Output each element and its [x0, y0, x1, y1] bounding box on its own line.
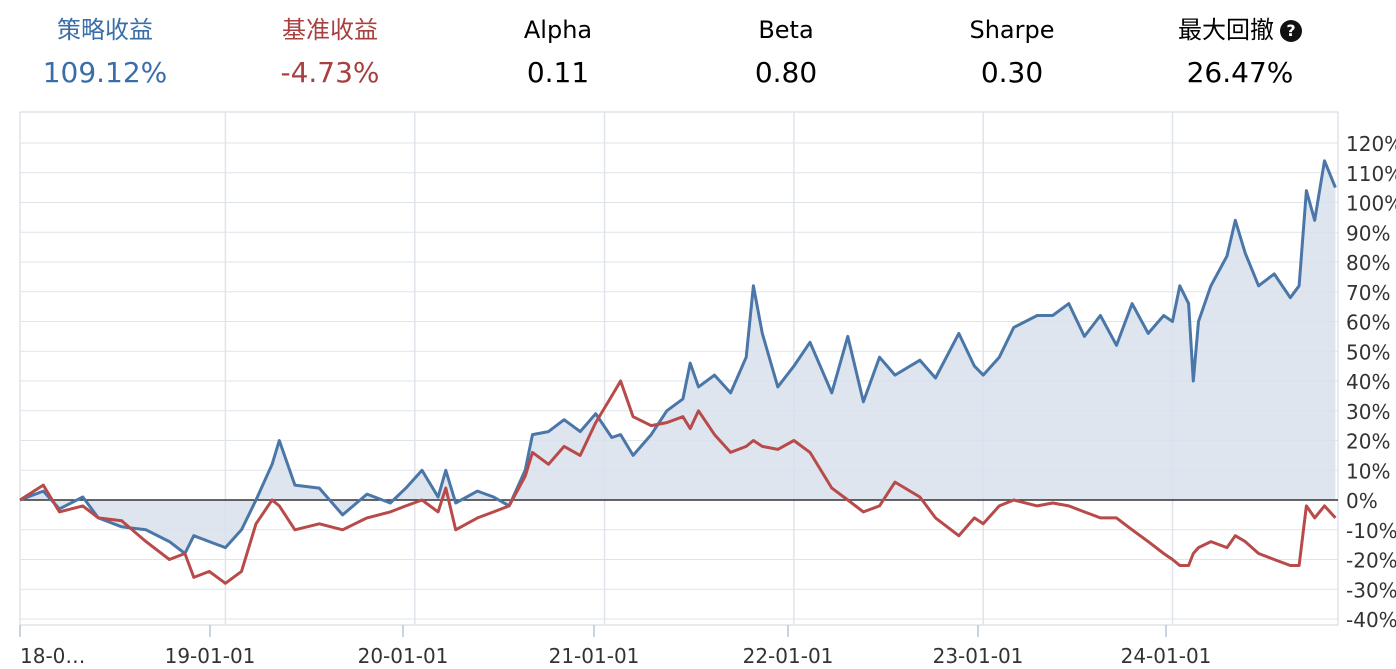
x-tick-label: 19-01-01	[165, 644, 256, 668]
x-tick-label: 23-01-01	[933, 644, 1024, 668]
x-tick-label: 20-01-01	[358, 644, 449, 668]
y-tick-label: -10%	[1346, 519, 1396, 543]
y-tick-label: 70%	[1346, 281, 1390, 305]
max-drawdown-value: 26.47%	[1186, 56, 1294, 89]
y-tick-label: 80%	[1346, 251, 1390, 275]
strategy-return-stat: 策略收益 109.12%	[5, 10, 205, 96]
y-tick-label: 60%	[1346, 311, 1390, 335]
sharpe-label: Sharpe	[969, 16, 1055, 44]
y-tick-label: 90%	[1346, 221, 1390, 245]
sharpe-stat: Sharpe 0.30	[912, 10, 1112, 96]
y-tick-label: 100%	[1346, 192, 1396, 216]
beta-value: 0.80	[754, 56, 818, 89]
benchmark-line	[19, 379, 1337, 585]
strategy-line	[19, 159, 1337, 555]
benchmark-return-label: 基准收益	[282, 16, 378, 44]
series-layer	[19, 159, 1338, 585]
strategy-return-label: 策略收益	[57, 16, 153, 44]
y-tick-label: 30%	[1346, 400, 1390, 424]
beta-stat: Beta 0.80	[686, 10, 886, 96]
y-tick-label: -40%	[1346, 608, 1396, 632]
y-tick-label: 10%	[1346, 459, 1390, 483]
axes: 120% 110% 100% 90% 80% 70% 60% 50% 40% 30% 20% 10% 0…	[19, 132, 1396, 668]
y-tick-label: 110%	[1346, 162, 1396, 186]
metrics-header: 策略收益 109.12% 基准收益 -4.73% Alpha 0.11 Beta…	[0, 0, 1396, 100]
strategy-return-value: 109.12%	[42, 56, 168, 89]
alpha-value: 0.11	[526, 56, 590, 89]
max-drawdown-stat: 最大回撤? 26.47%	[1140, 10, 1340, 96]
max-drawdown-label: 最大回撤	[1178, 16, 1274, 44]
y-tick-label: 120%	[1346, 132, 1396, 156]
y-tick-label: 20%	[1346, 430, 1390, 454]
y-tick-label: 0%	[1346, 489, 1378, 513]
alpha-stat: Alpha 0.11	[458, 10, 658, 96]
beta-label: Beta	[758, 16, 814, 44]
help-icon[interactable]: ?	[1280, 20, 1302, 42]
y-tick-label: 50%	[1346, 340, 1390, 364]
x-tick-label: 18-0…	[20, 644, 85, 668]
sharpe-value: 0.30	[980, 56, 1044, 89]
y-tick-label: -30%	[1346, 578, 1396, 602]
alpha-label: Alpha	[523, 16, 593, 44]
x-tick-label: 21-01-01	[549, 644, 640, 668]
y-tick-label: 40%	[1346, 370, 1390, 394]
x-tick-label: 24-01-01	[1121, 644, 1212, 668]
strategy-area	[20, 160, 1336, 554]
max-drawdown-label-row: 最大回撤?	[1140, 10, 1340, 50]
y-tick-label: -20%	[1346, 549, 1396, 573]
benchmark-return-stat: 基准收益 -4.73%	[230, 10, 430, 96]
x-tick-label: 22-01-01	[743, 644, 834, 668]
benchmark-return-value: -4.73%	[280, 56, 380, 89]
